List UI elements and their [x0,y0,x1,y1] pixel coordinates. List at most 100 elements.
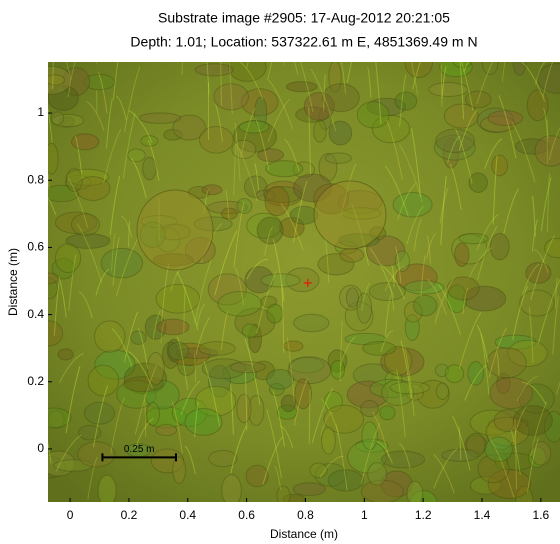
stone [405,48,433,78]
stone [46,75,64,85]
x-tick-label: 0.4 [179,508,196,522]
stone [281,395,295,412]
algae-streak [500,40,508,62]
stone [231,362,266,373]
stone [55,244,80,273]
stone [37,408,71,428]
stone [199,126,233,153]
stone [265,187,289,216]
x-tick-label: 0 [67,508,74,522]
y-tick-label: 0.2 [27,374,44,388]
x-tick-label: 0.2 [121,508,138,522]
stone [202,185,222,195]
stone [78,442,115,467]
stone [51,112,63,125]
stone [492,155,508,176]
stone [393,192,432,216]
stone [314,120,327,142]
stone [468,362,484,386]
stone [237,394,251,423]
y-tick-label: 0 [37,441,44,455]
stone [455,243,469,266]
stone [380,406,396,420]
stone [293,483,325,496]
stone [88,365,119,396]
stone [331,360,345,379]
title-line: Substrate image #2905: 17-Aug-2012 20:21… [158,10,450,26]
stone [288,357,331,384]
stone [294,314,329,331]
stone [195,64,233,76]
stone [295,379,312,409]
stone [147,353,164,385]
stone [284,341,303,351]
stone [239,121,269,133]
stone [266,161,303,177]
stone [38,273,59,284]
substrate-photo [30,13,560,516]
x-tick-label: 1.4 [474,508,491,522]
stone [361,401,379,417]
x-tick-label: 0.6 [238,508,255,522]
stone [199,342,236,356]
title-line: Depth: 1.01; Location: 537322.61 m E, 48… [130,34,477,50]
stone [131,331,147,344]
stone [72,134,99,150]
stone [173,457,186,483]
stone [101,248,142,277]
stone [218,291,261,316]
stone [168,342,188,360]
y-tick-label: 0.6 [27,240,44,254]
stone [526,263,551,284]
stone [137,190,213,270]
x-tick-label: 0.8 [297,508,314,522]
stone [228,53,266,81]
stone [58,349,73,360]
stone [513,50,526,75]
stone [314,181,386,249]
stone [368,463,387,485]
stone [267,369,294,389]
stone [94,321,125,352]
stone [221,208,237,219]
stone [147,402,160,425]
stone [490,378,533,409]
x-tick-label: 1.6 [533,508,550,522]
stone [277,486,290,505]
stone [407,481,423,505]
stone [98,475,116,506]
stone [237,199,252,214]
stone [139,113,181,124]
stone [445,365,463,383]
x-tick-label: 1.2 [415,508,432,522]
stone [71,214,99,236]
stone [357,102,389,128]
stone [84,402,114,424]
y-tick-label: 1 [37,105,44,119]
stone [404,281,443,294]
stone [413,295,436,315]
stone [485,437,512,461]
figure: Substrate image #2905: 17-Aug-2012 20:21… [0,0,560,544]
stone [242,324,258,338]
stone [436,383,448,400]
stone [322,427,336,454]
y-tick-label: 0.8 [27,172,44,186]
x-tick-label: 1 [361,508,368,522]
stone [325,153,351,163]
stone [128,149,146,162]
stone [395,92,417,110]
stone [436,129,475,152]
y-tick-label: 0.4 [27,307,44,321]
stone [222,475,242,506]
x-axis-label: Distance (m) [270,527,338,541]
stone [45,143,58,174]
stone [340,248,364,262]
stone [246,465,268,487]
stone [346,288,358,308]
y-axis-label: Distance (m) [6,248,20,316]
algae-streak [86,18,97,63]
stone [267,304,283,323]
scale-bar-label: 0.25 m [124,444,155,455]
stone [156,425,177,436]
